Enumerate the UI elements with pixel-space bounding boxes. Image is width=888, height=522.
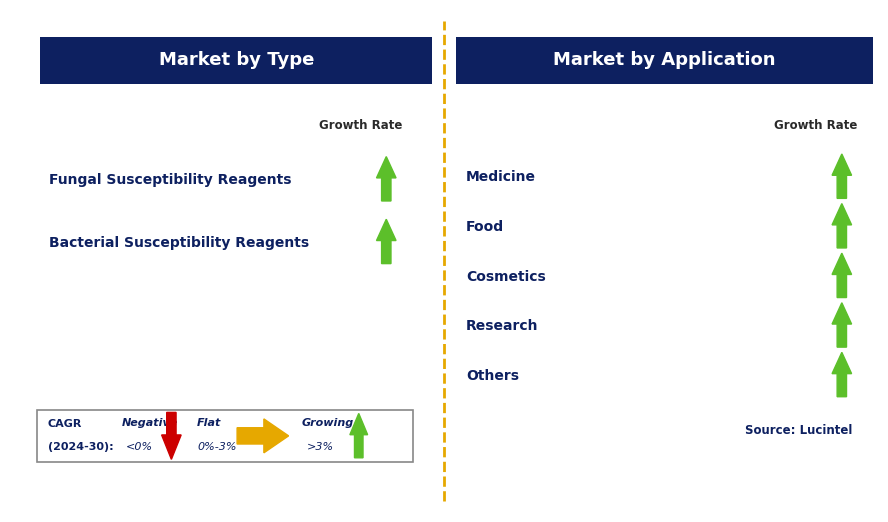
- Text: Research: Research: [466, 319, 539, 333]
- Text: Flat: Flat: [197, 418, 221, 429]
- Text: <0%: <0%: [126, 442, 154, 453]
- FancyBboxPatch shape: [40, 37, 432, 84]
- Text: >3%: >3%: [307, 442, 335, 453]
- Polygon shape: [377, 157, 396, 201]
- Polygon shape: [832, 352, 852, 397]
- Polygon shape: [162, 412, 181, 459]
- Text: 0%-3%: 0%-3%: [197, 442, 236, 453]
- Polygon shape: [237, 419, 289, 453]
- Polygon shape: [832, 253, 852, 298]
- Text: CAGR: CAGR: [48, 419, 83, 430]
- FancyBboxPatch shape: [456, 37, 873, 84]
- Text: Growing: Growing: [302, 418, 354, 429]
- Text: Medicine: Medicine: [466, 171, 536, 184]
- Text: Fungal Susceptibility Reagents: Fungal Susceptibility Reagents: [49, 173, 291, 187]
- Text: Bacterial Susceptibility Reagents: Bacterial Susceptibility Reagents: [49, 236, 309, 250]
- Polygon shape: [350, 413, 368, 458]
- Polygon shape: [832, 204, 852, 248]
- Text: Negative: Negative: [122, 418, 178, 429]
- Polygon shape: [832, 154, 852, 198]
- Polygon shape: [377, 219, 396, 264]
- Text: Others: Others: [466, 369, 519, 383]
- Text: (2024-30):: (2024-30):: [48, 442, 114, 453]
- Text: Food: Food: [466, 220, 504, 234]
- Text: Growth Rate: Growth Rate: [319, 119, 402, 132]
- Text: Market by Type: Market by Type: [159, 51, 313, 69]
- Text: Growth Rate: Growth Rate: [774, 119, 858, 132]
- Polygon shape: [832, 303, 852, 347]
- Text: Market by Application: Market by Application: [553, 51, 775, 69]
- FancyBboxPatch shape: [37, 410, 413, 462]
- Text: Source: Lucintel: Source: Lucintel: [745, 424, 852, 437]
- Text: Cosmetics: Cosmetics: [466, 270, 546, 283]
